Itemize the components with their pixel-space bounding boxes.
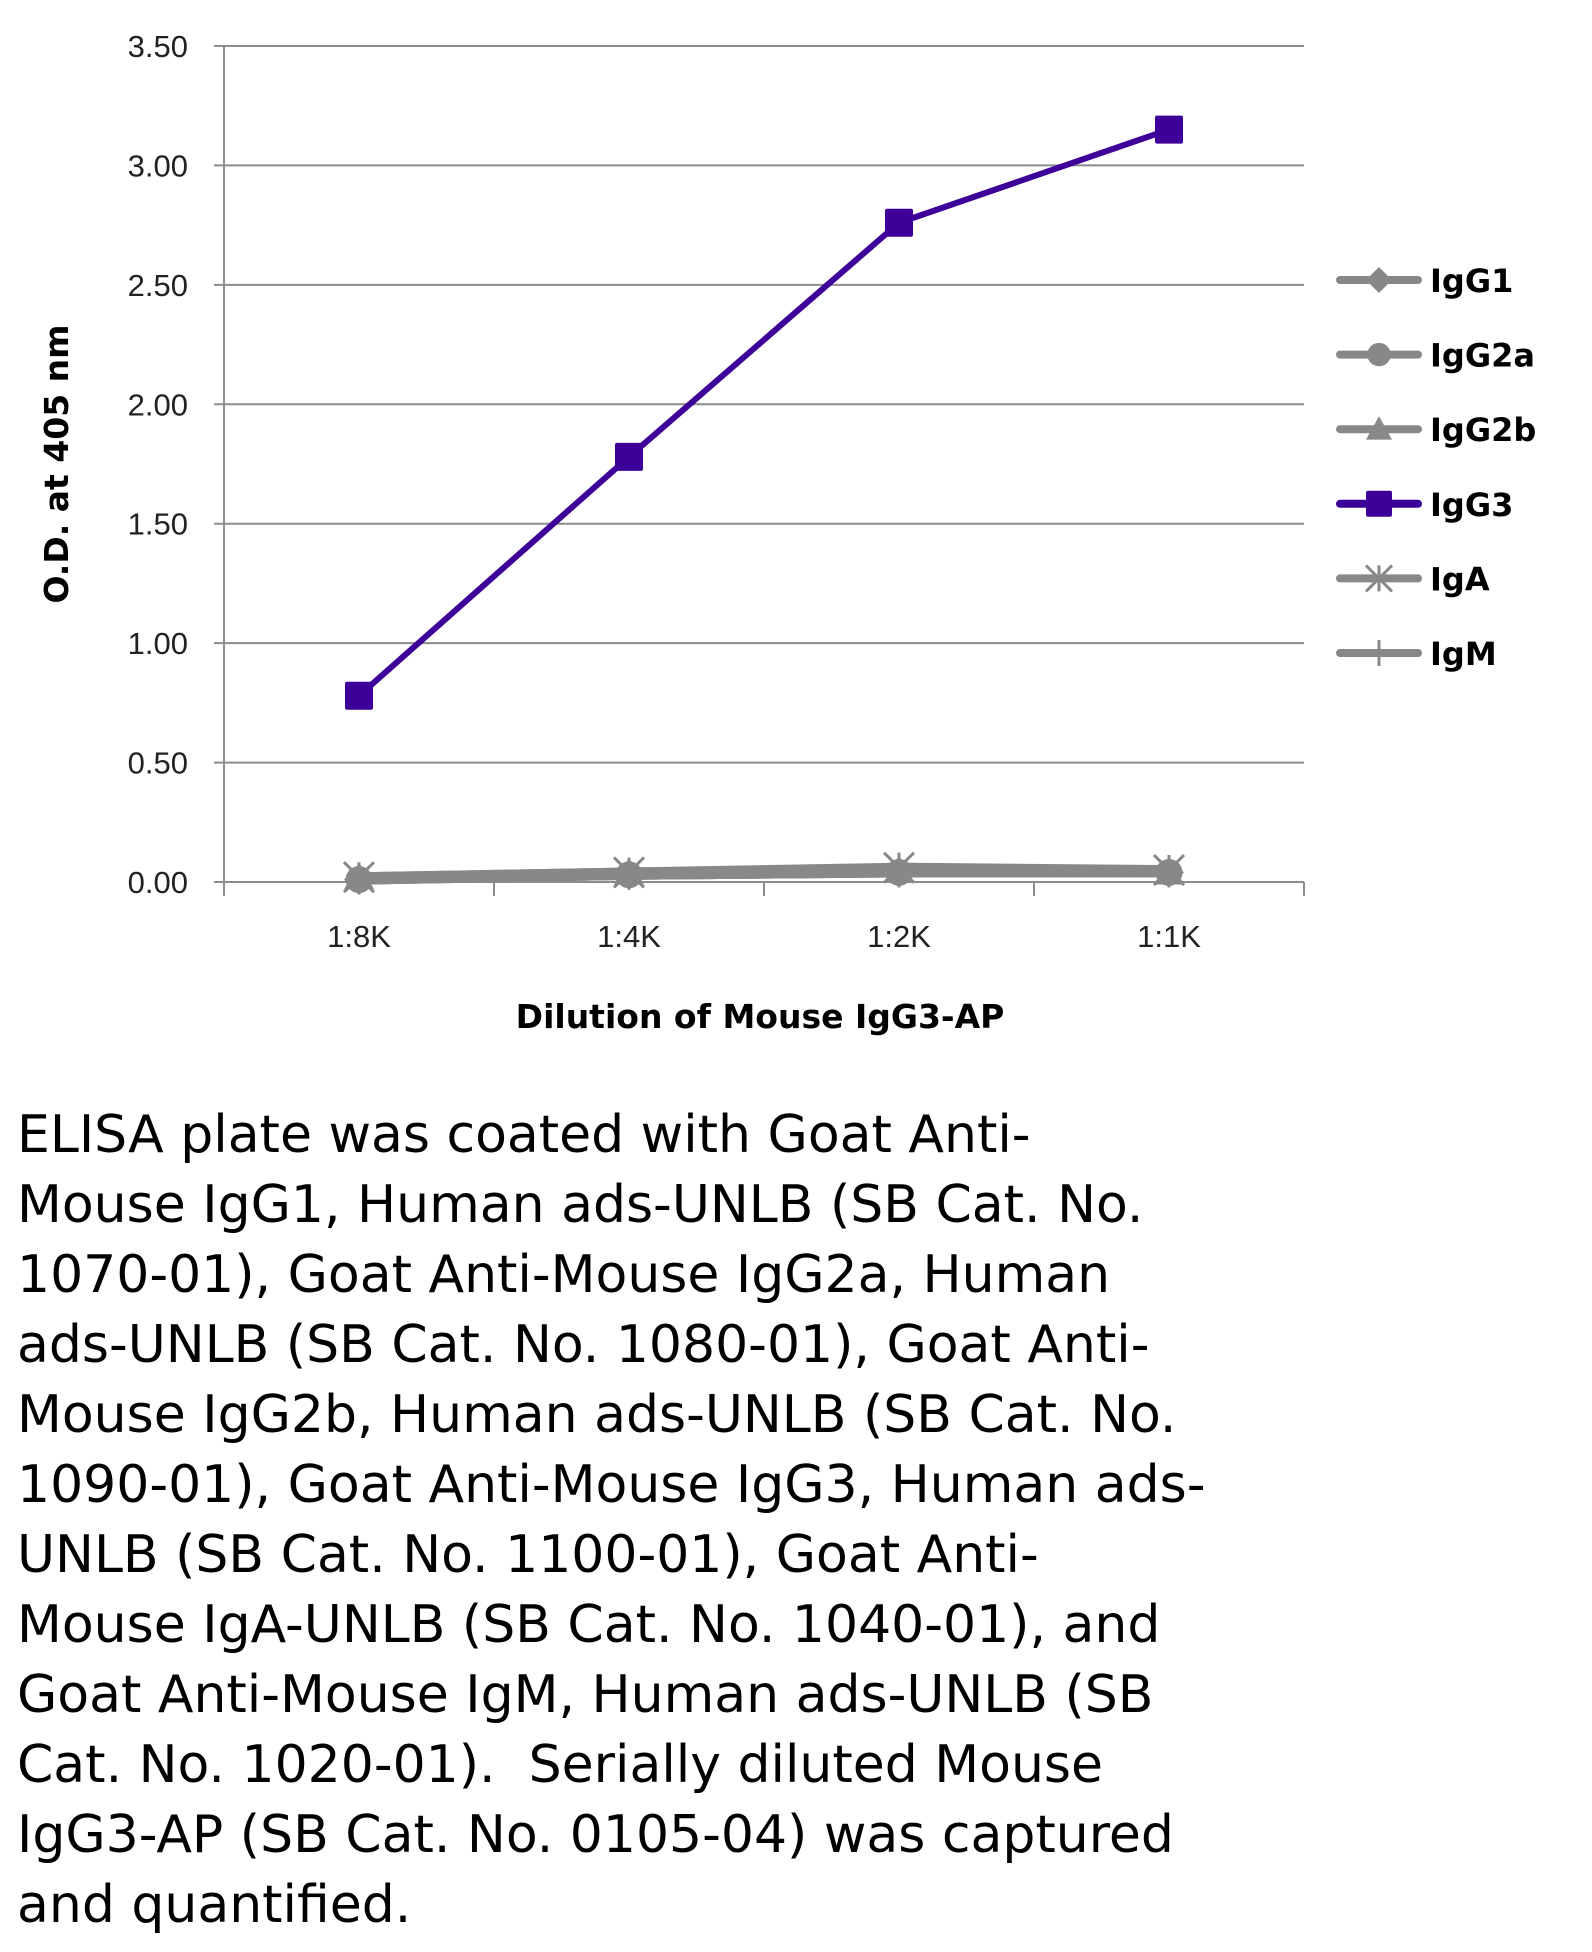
legend-label: IgG3: [1430, 486, 1513, 524]
square-marker: [885, 208, 913, 237]
series-IgG3: [345, 115, 1183, 710]
x-tick-label: 1:8K: [327, 919, 391, 954]
y-tick-labels: 0.00 0.50 1.00 1.50 2.00 2.50 3.00 3.50: [128, 29, 188, 900]
square-marker: [345, 681, 373, 710]
square-marker: [615, 442, 643, 471]
figure-caption: ELISA plate was coated with Goat Anti- M…: [17, 1105, 1206, 1935]
y-axis-label: O.D. at 405 nm: [37, 324, 76, 603]
legend-item-IgG2b: IgG2b: [1336, 411, 1536, 449]
star-marker: [1364, 564, 1394, 593]
legend-label: IgM: [1430, 635, 1497, 673]
y-tick-label: 1.00: [128, 626, 188, 661]
triangle-marker: [1366, 416, 1392, 440]
series-lines: [342, 115, 1186, 895]
y-tick-label: 0.50: [128, 746, 188, 781]
square-marker: [1155, 115, 1183, 144]
series-line: [357, 126, 1170, 698]
y-tick-label: 3.00: [128, 148, 188, 183]
y-tick-label: 0.00: [128, 865, 188, 900]
square-marker: [1366, 490, 1392, 517]
y-tick-label: 1.50: [128, 507, 188, 542]
series-line: [358, 867, 1169, 885]
legend-item-IgA: IgA: [1336, 560, 1490, 598]
gridlines: [214, 45, 1305, 896]
legend-item-IgG2a: IgG2a: [1336, 337, 1535, 375]
y-tick-label: 3.50: [128, 29, 188, 64]
series-IgM: [357, 857, 1171, 895]
elisa-line-chart: 0.00 0.50 1.00 1.50 2.00 2.50 3.00 3.50 1:8K 1:4…: [37, 29, 1536, 1036]
legend-label: IgG2a: [1430, 337, 1535, 375]
x-tick-label: 1:2K: [867, 919, 931, 954]
legend-label: IgA: [1430, 560, 1490, 598]
legend-item-IgG1: IgG1: [1336, 262, 1513, 300]
x-axis-label: Dilution of Mouse IgG3-AP: [516, 997, 1005, 1036]
legend: IgG1 IgG2a IgG2b IgG3 IgA IgM: [1336, 262, 1536, 673]
x-tick-label: 1:1K: [1137, 919, 1201, 954]
legend-item-IgM: IgM: [1336, 635, 1497, 673]
legend-label: IgG1: [1430, 262, 1513, 300]
legend-item-IgG3: IgG3: [1336, 486, 1513, 524]
diamond-marker: [1366, 267, 1392, 293]
legend-label: IgG2b: [1430, 411, 1536, 449]
y-tick-label: 2.50: [128, 268, 188, 303]
y-tick-label: 2.00: [128, 387, 188, 422]
circle-marker: [1367, 342, 1391, 367]
x-tick-labels: 1:8K 1:4K 1:2K 1:1K: [327, 919, 1201, 954]
x-tick-label: 1:4K: [597, 919, 661, 954]
